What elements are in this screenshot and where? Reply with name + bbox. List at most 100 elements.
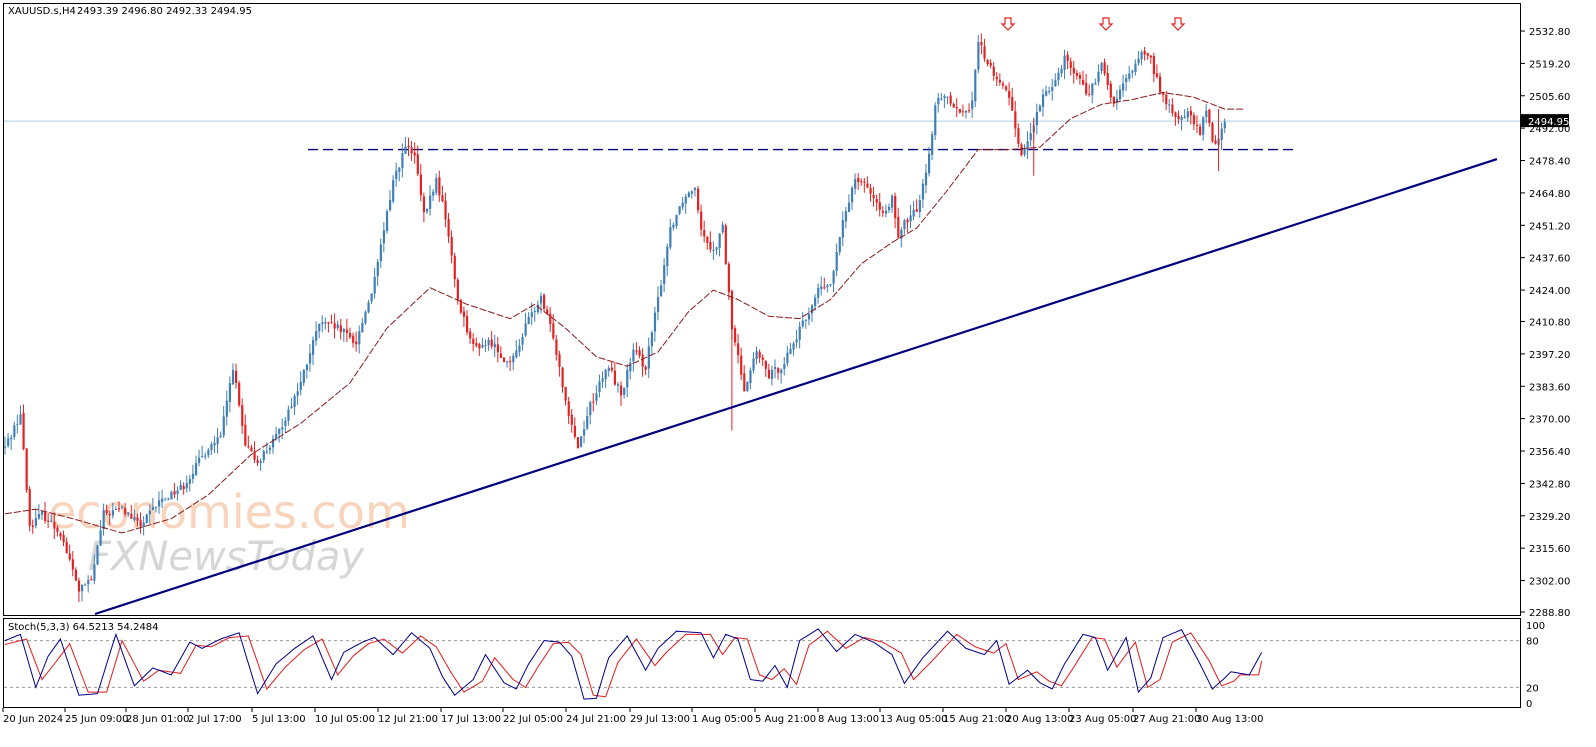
candle-body [989,62,992,66]
candle-body [284,420,287,426]
candle-body [81,585,84,592]
candle-body [496,344,499,353]
price-tick-label: 2505.60 [1529,92,1570,103]
candle-body [87,580,90,585]
symbol-label: XAUUSD.s,H4 [8,6,76,17]
candle-body [164,499,167,501]
candle-body [65,541,68,554]
candle-body [84,584,87,586]
watermark-line1: economies.com [48,485,410,539]
candle-body [447,219,450,237]
candle-body [807,314,811,320]
candle-body [1063,55,1066,70]
candle-body [1122,83,1125,91]
candle-body [928,153,931,174]
candle-body [358,331,361,345]
price-tick-label: 2397.20 [1529,350,1570,361]
candle-body [1140,51,1143,60]
candle-body [872,194,875,199]
candle-body [755,351,758,360]
candle-body [1075,72,1079,76]
candle-body [1177,115,1180,120]
candle-body [77,580,81,592]
candle-body [952,103,955,108]
candle-body [832,271,835,284]
candle-body [1035,111,1038,126]
candle-body [579,436,583,447]
time-tick-label: 22 Jul 05:00 [503,714,563,725]
candle-body [829,284,832,286]
candle-body [943,96,946,99]
time-tick-label: 28 Jun 01:00 [126,714,190,725]
candle-body [1134,63,1137,72]
candle-body [302,369,305,383]
candle-body [198,457,201,464]
candle-body [44,511,47,522]
candle-body [1223,121,1226,129]
candle-body [342,328,345,333]
candle-body [909,215,912,222]
time-tick-label: 8 Aug 13:00 [818,714,879,725]
candle-body [650,332,653,347]
candle-body [487,339,490,346]
candle-body [931,134,934,155]
price-tick-label: 2478.40 [1529,157,1570,168]
candle-body [422,196,426,213]
price-tick-label: 2492.00 [1529,124,1570,135]
candle-body [626,369,629,388]
candle-body [767,369,771,379]
candle-body [151,507,155,510]
candle-body [216,437,219,445]
candle-body [40,511,44,515]
candle-body [644,366,647,370]
candle-body [176,490,179,494]
candle-body [499,353,503,358]
candle-body [690,191,694,194]
candle-body [1106,72,1109,85]
candle-body [315,330,318,341]
candle-body [185,483,188,489]
candle-body [158,500,161,507]
candle-body [1085,83,1088,94]
stoch-level-label: 100 [1526,621,1545,632]
candle-body [1171,104,1174,114]
candle-body [244,424,247,446]
candle-body [1078,75,1082,79]
candle-body [312,340,315,355]
candle-body [980,42,983,46]
candle-body [1094,82,1097,85]
candle-body [219,435,222,437]
candle-body [804,319,807,321]
candle-body [419,174,422,196]
candle-body [90,579,93,581]
down-arrow-icon [1000,17,1016,31]
candle-body [247,446,250,448]
stoch-plot-frame [3,618,1521,708]
candle-body [373,276,376,294]
candle-body [546,309,549,314]
candle-body [958,109,961,113]
candle-body [22,412,25,449]
candle-body [324,321,327,324]
candle-body [878,202,881,210]
candle-body [472,338,475,344]
candle-body [1125,77,1128,83]
candle-body [305,364,309,371]
stoch-label: Stoch(5,3,3) 64.5213 54.2484 [8,622,159,633]
candle-body [493,343,496,348]
candle-body [854,178,857,189]
candle-body [906,219,909,223]
candle-body [410,147,413,154]
candle-body [789,348,792,354]
candle-body [558,354,561,367]
candle-body [851,187,854,203]
candle-body [697,188,700,211]
price-tick-label: 2302.00 [1529,577,1570,588]
candle-body [367,302,370,313]
candle-body [130,513,133,519]
candle-body [1001,83,1005,86]
candle-body [1072,67,1075,74]
candle-body [687,192,690,197]
